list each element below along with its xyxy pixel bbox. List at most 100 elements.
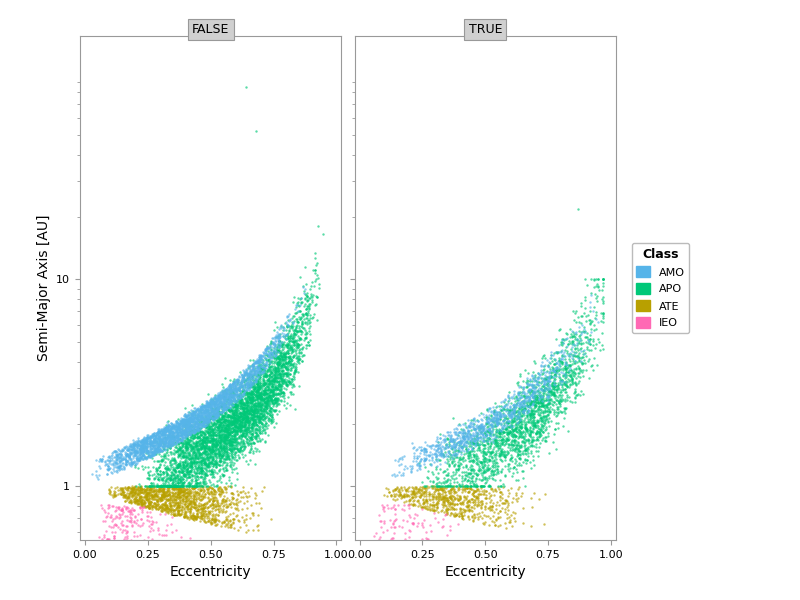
AMO [210,413,222,422]
IEO [132,537,145,547]
AMO [200,404,213,414]
AMO [199,406,212,416]
ATE [170,492,182,502]
APO [237,400,250,409]
APO [300,343,313,353]
IEO [122,506,134,515]
APO [474,457,486,467]
AMO [490,407,503,416]
APO [467,481,480,491]
APO [227,410,240,420]
AMO [202,404,215,414]
AMO [178,409,191,419]
ATE [472,497,485,507]
ATE [178,483,190,493]
APO [162,481,175,491]
ATE [411,501,424,511]
AMO [211,392,224,401]
AMO [246,361,258,371]
APO [198,417,211,427]
AMO [189,419,202,429]
AMO [497,397,510,406]
APO [216,407,229,417]
APO [502,461,514,470]
IEO [126,536,138,546]
APO [510,456,522,466]
AMO [146,436,159,445]
ATE [194,517,207,526]
APO [277,323,290,332]
APO [463,476,476,486]
AMO [230,391,242,400]
ATE [470,487,482,496]
APO [492,418,505,428]
APO [230,416,242,426]
ATE [449,499,462,509]
APO [255,413,268,423]
AMO [524,402,537,412]
APO [202,428,214,437]
AMO [117,458,130,468]
AMO [440,451,453,461]
APO [175,454,188,463]
APO [190,412,203,422]
APO [226,386,239,395]
AMO [178,427,191,437]
APO [208,466,221,475]
APO [262,413,275,423]
AMO [452,443,465,453]
AMO [438,445,450,454]
APO [250,425,263,435]
AMO [254,355,267,364]
APO [271,383,284,392]
APO [205,440,218,450]
APO [212,459,225,469]
IEO [119,535,132,544]
ATE [414,492,426,502]
ATE [426,482,438,491]
APO [498,404,510,414]
APO [274,350,286,359]
APO [262,416,275,426]
AMO [180,416,193,425]
AMO [217,405,230,415]
AMO [194,415,206,425]
APO [174,445,186,455]
AMO [241,368,254,378]
AMO [178,419,191,429]
APO [254,409,267,419]
AMO [147,443,160,452]
ATE [134,485,146,494]
APO [220,401,233,410]
AMO [514,398,526,408]
APO [180,458,193,468]
ATE [143,503,156,513]
APO [165,470,178,480]
APO [154,481,167,491]
APO [233,433,246,443]
ATE [169,510,182,520]
APO [260,399,273,409]
APO [236,386,249,395]
IEO [390,541,402,551]
APO [536,415,549,424]
APO [253,427,266,437]
AMO [180,419,193,428]
APO [191,454,204,463]
ATE [184,497,197,507]
APO [303,321,316,331]
APO [180,440,193,449]
ATE [412,496,425,506]
AMO [490,416,502,426]
APO [149,473,162,483]
APO [200,465,213,475]
APO [226,460,239,469]
AMO [201,411,214,421]
APO [465,415,478,425]
AMO [140,443,153,452]
APO [282,321,295,331]
APO [504,422,517,432]
APO [225,382,238,392]
APO [180,433,193,442]
AMO [260,344,273,353]
